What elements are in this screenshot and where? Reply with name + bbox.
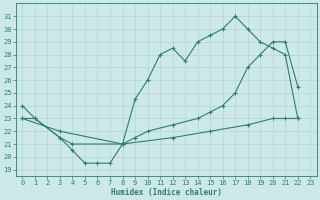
X-axis label: Humidex (Indice chaleur): Humidex (Indice chaleur) — [111, 188, 222, 197]
